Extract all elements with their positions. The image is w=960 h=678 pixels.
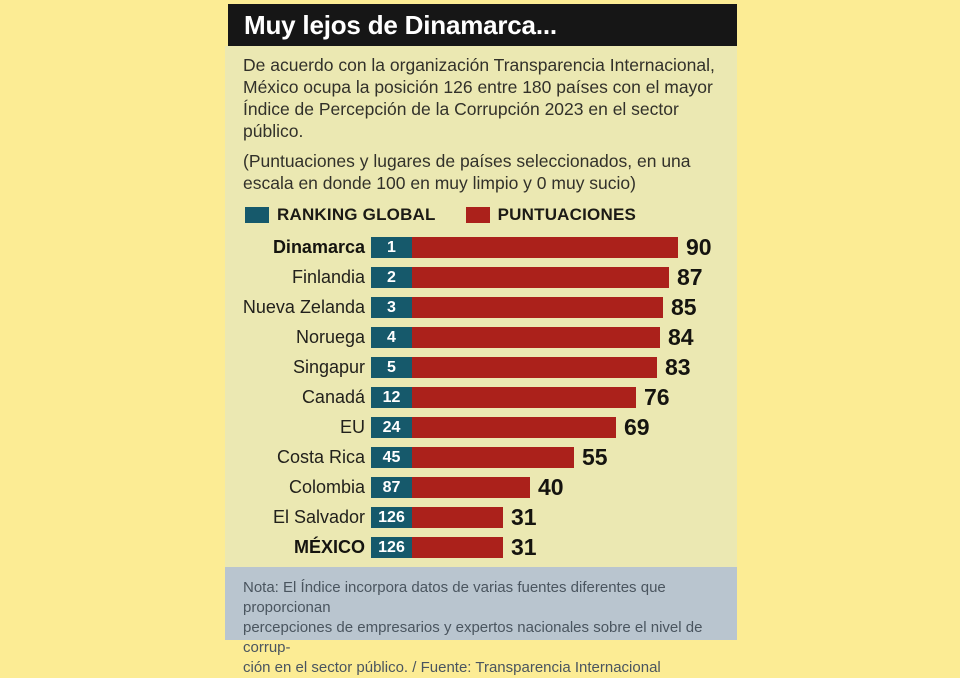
score-value: 90	[686, 233, 712, 260]
infographic-root: { "header": { "title": "Muy lejos de Din…	[225, 4, 737, 676]
score-bar	[412, 356, 657, 378]
country-label: MÉXICO	[293, 536, 365, 557]
chart-row: MÉXICO 126 31	[225, 532, 737, 562]
intro-paragraph-1: De acuerdo con la organización Transpare…	[243, 55, 715, 141]
country-label: Dinamarca	[272, 236, 365, 257]
country-label: Colombia	[288, 476, 365, 497]
score-bar	[412, 506, 503, 528]
rank-badge: 126	[371, 506, 412, 528]
legend-ranking-label: RANKING GLOBAL	[277, 205, 436, 224]
chart-row: Colombia 87 40	[225, 472, 737, 502]
score-value: 87	[677, 263, 703, 290]
rank-badge: 45	[371, 446, 412, 468]
footnote-panel: Nota: El Índice incorpora datos de varia…	[225, 567, 737, 676]
score-value: 40	[538, 473, 564, 500]
rank-badge: 3	[371, 296, 412, 318]
legend-item-ranking: RANKING GLOBAL	[245, 205, 436, 225]
country-label: Nueva Zelanda	[242, 296, 365, 317]
ranking-swatch-icon	[245, 207, 269, 223]
chart-row: Nueva Zelanda 3 85	[225, 292, 737, 322]
legend-score-label: PUNTUACIONES	[497, 205, 637, 224]
score-swatch-icon	[465, 207, 490, 223]
rank-badge: 24	[371, 416, 412, 438]
chart-row: Dinamarca 1 90	[225, 232, 737, 262]
country-label: EU	[339, 416, 365, 437]
chart-title-bar: Muy lejos de Dinamarca...	[228, 4, 737, 46]
legend: RANKING GLOBAL PUNTUACIONES	[225, 205, 737, 225]
footnote-line: Nota: El Índice incorpora datos de varia…	[243, 579, 666, 616]
score-bar	[412, 326, 660, 348]
chart-panel: De acuerdo con la organización Transpare…	[225, 46, 737, 567]
score-value: 31	[511, 533, 537, 560]
country-label: Finlandia	[291, 266, 365, 287]
score-bar	[412, 446, 574, 468]
chart-row: Singapur 5 83	[225, 352, 737, 382]
rank-badge: 12	[371, 386, 412, 408]
score-value: 69	[624, 413, 650, 440]
rank-badge: 87	[371, 476, 412, 498]
score-value: 83	[665, 353, 691, 380]
score-value: 31	[511, 503, 537, 530]
score-bar	[412, 236, 678, 258]
country-label: Canadá	[301, 386, 365, 407]
score-bar	[412, 416, 616, 438]
score-bar	[412, 266, 669, 288]
intro-paragraph-2: (Puntuaciones y lugares de países selecc…	[243, 151, 691, 193]
score-value: 76	[644, 383, 670, 410]
footnote-line: percepciones de empresarios y expertos n…	[243, 619, 703, 656]
score-value: 85	[671, 293, 697, 320]
country-label: El Salvador	[272, 506, 365, 527]
country-label: Singapur	[292, 356, 365, 377]
chart-row: Finlandia 2 87	[225, 262, 737, 292]
rank-badge: 5	[371, 356, 412, 378]
score-bar	[412, 386, 636, 408]
rank-badge: 4	[371, 326, 412, 348]
chart-row: Costa Rica 45 55	[225, 442, 737, 472]
score-value: 55	[582, 443, 608, 470]
chart-row: Noruega 4 84	[225, 322, 737, 352]
bar-chart: Dinamarca 1 90 Finlandia 2 87 Nueva Zela…	[225, 232, 737, 562]
rank-badge: 1	[371, 236, 412, 258]
score-bar	[412, 296, 663, 318]
country-label: Noruega	[295, 326, 365, 347]
chart-title: Muy lejos de Dinamarca...	[244, 10, 557, 40]
country-label: Costa Rica	[276, 446, 365, 467]
chart-row: EU 24 69	[225, 412, 737, 442]
score-bar	[412, 476, 530, 498]
score-bar	[412, 536, 503, 558]
legend-item-score: PUNTUACIONES	[465, 205, 637, 225]
chart-row: El Salvador 126 31	[225, 502, 737, 532]
rank-badge: 2	[371, 266, 412, 288]
rank-badge: 126	[371, 536, 412, 558]
chart-row: Canadá 12 76	[225, 382, 737, 412]
score-value: 84	[668, 323, 694, 350]
footnote-line: ción en el sector público. / Fuente: Tra…	[243, 659, 661, 676]
